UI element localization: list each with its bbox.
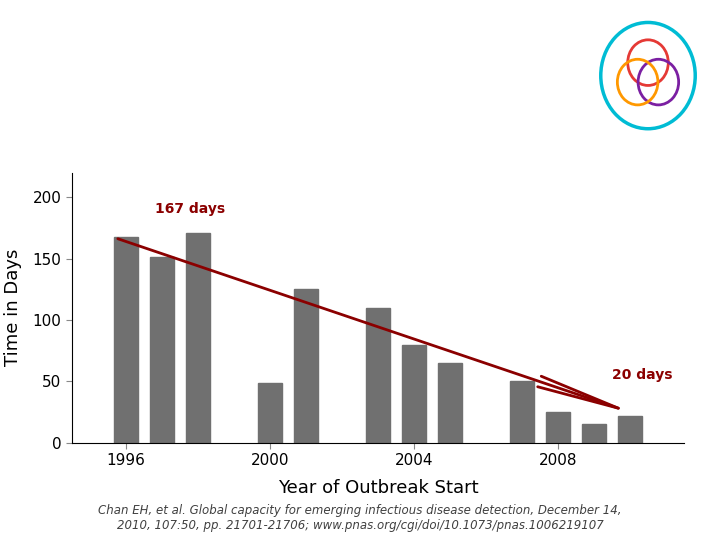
Bar xyxy=(366,308,390,443)
Bar xyxy=(258,383,282,443)
Text: 167 days: 167 days xyxy=(155,202,225,216)
Bar xyxy=(618,416,642,443)
Bar xyxy=(582,424,606,443)
Bar xyxy=(114,237,138,443)
Bar xyxy=(294,289,318,443)
Text: 20 days: 20 days xyxy=(612,368,672,382)
Bar xyxy=(510,381,534,443)
Text: Chan EH, et al. Global capacity for emerging infectious disease detection, Decem: Chan EH, et al. Global capacity for emer… xyxy=(98,504,622,532)
Y-axis label: Time in Days: Time in Days xyxy=(4,249,22,367)
Bar xyxy=(402,345,426,443)
X-axis label: Year of Outbreak Start: Year of Outbreak Start xyxy=(278,480,478,497)
Bar xyxy=(438,363,462,443)
Bar xyxy=(546,412,570,443)
Bar xyxy=(186,233,210,443)
Text: Time from outbreak start to
outbreak discovery is shrinking: Time from outbreak start to outbreak dis… xyxy=(29,37,463,99)
Bar xyxy=(150,258,174,443)
